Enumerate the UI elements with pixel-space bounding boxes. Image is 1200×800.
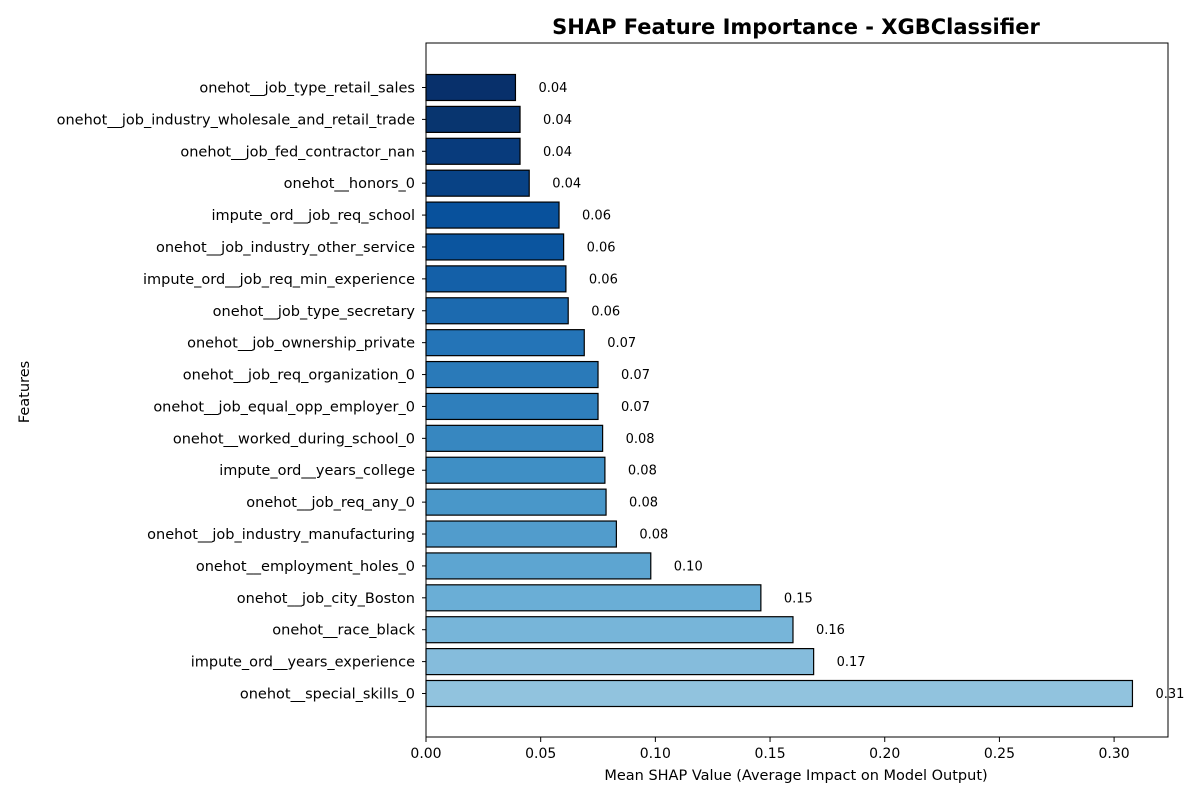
- value-label: 0.31: [1155, 687, 1184, 702]
- bar: [425, 105, 521, 133]
- bars-group: [425, 73, 1134, 708]
- bar: [425, 552, 652, 580]
- bar: [425, 584, 762, 612]
- value-label: 0.08: [629, 496, 658, 511]
- value-label: 0.17: [837, 655, 866, 670]
- category-label: impute_ord__job_req_min_experience: [143, 272, 415, 288]
- bar: [425, 488, 607, 516]
- chart-title: SHAP Feature Importance - XGBClassifier: [552, 15, 1040, 39]
- category-labels-group: onehot__job_type_retail_sales onehot__job…: [57, 81, 426, 703]
- value-label: 0.08: [628, 464, 657, 479]
- bar: [425, 679, 1134, 708]
- category-label: onehot__job_industry_wholesale_and_retai…: [57, 112, 415, 128]
- value-label: 0.07: [607, 336, 636, 351]
- value-label: 0.15: [784, 591, 813, 606]
- category-label: onehot__employment_holes_0: [196, 559, 415, 575]
- value-label: 0.08: [626, 432, 655, 447]
- y-axis-label: Features: [17, 361, 33, 423]
- category-label: onehot__job_req_any_0: [246, 495, 415, 511]
- value-label: 0.06: [587, 240, 616, 255]
- bar: [425, 137, 521, 165]
- category-label: onehot__job_industry_manufacturing: [147, 527, 415, 543]
- bar: [425, 233, 565, 261]
- x-tick-label: 0.25: [984, 746, 1015, 762]
- bar: [425, 201, 560, 229]
- value-label: 0.04: [543, 113, 572, 128]
- bar: [425, 265, 567, 293]
- category-label: impute_ord__job_req_school: [211, 208, 415, 224]
- bar: [425, 329, 585, 357]
- category-label: onehot__race_black: [272, 623, 415, 639]
- x-tick-label: 0.05: [525, 746, 556, 762]
- category-label: onehot__job_type_retail_sales: [199, 81, 415, 97]
- bar: [425, 648, 815, 676]
- x-tick-label: 0.20: [869, 746, 900, 762]
- category-label: impute_ord__years_experience: [191, 655, 415, 671]
- category-label: onehot__job_req_organization_0: [183, 368, 415, 384]
- value-label: 0.04: [538, 81, 567, 96]
- x-tick-label: 0.15: [754, 746, 785, 762]
- value-label: 0.04: [543, 145, 572, 160]
- category-label: onehot__job_type_secretary: [213, 304, 416, 320]
- value-label: 0.06: [589, 272, 618, 287]
- category-label: onehot__job_city_Boston: [237, 591, 415, 607]
- value-label: 0.06: [582, 209, 611, 224]
- bar: [425, 297, 569, 325]
- x-axis-ticks-group: 0.00 0.05 0.10 0.15 0.20 0.25 0.30: [410, 737, 1130, 762]
- value-label: 0.07: [621, 368, 650, 383]
- bar: [425, 73, 517, 102]
- value-label: 0.08: [639, 528, 668, 543]
- bar: [425, 520, 617, 548]
- bar: [425, 360, 599, 389]
- x-tick-label: 0.00: [410, 746, 441, 762]
- value-label: 0.04: [552, 177, 581, 192]
- category-label: onehot__special_skills_0: [240, 687, 415, 703]
- category-label: impute_ord__years_college: [219, 463, 415, 479]
- bar: [425, 456, 606, 484]
- bar: [425, 169, 530, 197]
- category-label: onehot__honors_0: [284, 176, 415, 192]
- category-label: onehot__job_ownership_private: [187, 336, 415, 352]
- x-tick-label: 0.30: [1099, 746, 1130, 762]
- category-label: onehot__job_industry_other_service: [156, 240, 415, 256]
- x-axis-label: Mean SHAP Value (Average Impact on Model…: [604, 768, 987, 784]
- category-label: onehot__job_equal_opp_employer_0: [153, 399, 415, 415]
- value-labels-group: 0.04 0.04 0.04 0.04 0.06 0.06 0.06 0.06 0.07 0.07…: [538, 81, 1184, 702]
- value-label: 0.16: [816, 623, 845, 638]
- x-tick-label: 0.10: [640, 746, 671, 762]
- value-label: 0.06: [591, 304, 620, 319]
- bar: [425, 424, 604, 452]
- category-label: onehot__job_fed_contractor_nan: [180, 144, 415, 160]
- bar: [425, 616, 794, 644]
- value-label: 0.10: [674, 559, 703, 574]
- value-label: 0.07: [621, 400, 650, 415]
- bar: [425, 392, 599, 421]
- category-label: onehot__worked_during_school_0: [173, 431, 415, 447]
